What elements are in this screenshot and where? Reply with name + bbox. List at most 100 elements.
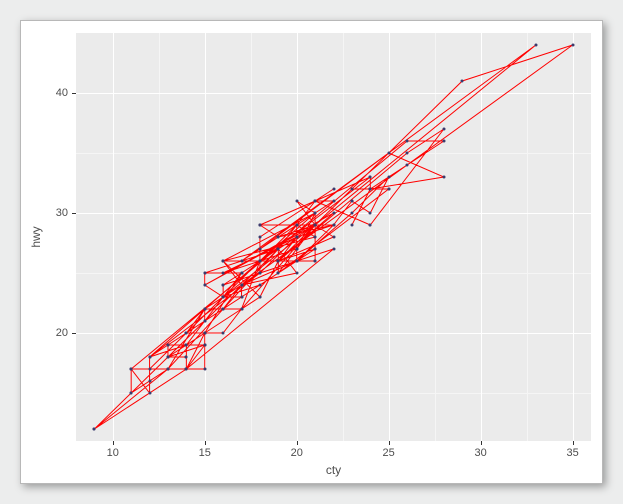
scatter-point <box>387 152 390 155</box>
scatter-point <box>93 428 96 431</box>
scatter-point <box>387 188 390 191</box>
x-tick-mark <box>205 441 206 445</box>
scatter-point <box>350 188 353 191</box>
scatter-point <box>442 128 445 131</box>
scatter-point <box>258 284 261 287</box>
scatter-point <box>185 332 188 335</box>
scatter-point <box>332 248 335 251</box>
scatter-point <box>258 296 261 299</box>
scatter-point <box>222 308 225 311</box>
scatter-point <box>406 140 409 143</box>
x-tick-label: 20 <box>291 447 303 459</box>
scatter-point <box>332 200 335 203</box>
scatter-point <box>185 368 188 371</box>
x-tick-mark <box>389 441 390 445</box>
y-tick-label: 30 <box>56 207 68 219</box>
scatter-point <box>222 284 225 287</box>
scatter-point <box>203 368 206 371</box>
x-tick-mark <box>113 441 114 445</box>
scatter-point <box>166 368 169 371</box>
scatter-point <box>148 368 151 371</box>
scatter-point <box>148 392 151 395</box>
scatter-point <box>203 344 206 347</box>
scatter-point <box>295 236 298 239</box>
scatter-point <box>314 236 317 239</box>
scatter-point <box>350 224 353 227</box>
scatter-point <box>240 260 243 263</box>
y-tick-label: 40 <box>56 87 68 99</box>
scatter-point <box>295 248 298 251</box>
x-tick-label: 25 <box>383 447 395 459</box>
scatter-point <box>314 200 317 203</box>
scatter-point <box>166 356 169 359</box>
plot-panel <box>76 33 591 441</box>
chart-frame: cty hwy 101520253035203040 <box>20 20 603 484</box>
scatter-point <box>314 212 317 215</box>
scatter-point <box>258 260 261 263</box>
y-tick-label: 20 <box>56 327 68 339</box>
x-tick-label: 10 <box>107 447 119 459</box>
scatter-point <box>258 224 261 227</box>
scatter-point <box>534 44 537 47</box>
scatter-point <box>314 224 317 227</box>
scatter-point <box>277 248 280 251</box>
scatter-point <box>350 212 353 215</box>
scatter-point <box>240 308 243 311</box>
scatter-point <box>166 344 169 347</box>
y-tick-mark <box>72 213 76 214</box>
scatter-point <box>369 212 372 215</box>
scatter-point <box>369 176 372 179</box>
x-tick-label: 15 <box>199 447 211 459</box>
scatter-point <box>130 368 133 371</box>
scatter-point <box>258 236 261 239</box>
scatter-point <box>406 152 409 155</box>
scatter-point <box>406 164 409 167</box>
scatter-point <box>332 188 335 191</box>
scatter-point <box>130 392 133 395</box>
scatter-point <box>203 284 206 287</box>
scatter-point <box>314 260 317 263</box>
scatter-point <box>222 332 225 335</box>
scatter-point <box>258 272 261 275</box>
scatter-point <box>185 344 188 347</box>
scatter-point <box>185 356 188 359</box>
scatter-point <box>295 200 298 203</box>
scatter-point <box>203 308 206 311</box>
scatter-point <box>240 272 243 275</box>
scatter-point <box>442 140 445 143</box>
scatter-point <box>240 284 243 287</box>
scatter-point <box>203 272 206 275</box>
y-axis-label: hwy <box>29 226 43 247</box>
scatter-point <box>258 248 261 251</box>
scatter-point <box>350 200 353 203</box>
scatter-point <box>461 80 464 83</box>
scatter-point <box>332 212 335 215</box>
scatter-point <box>442 176 445 179</box>
scatter-point <box>332 236 335 239</box>
x-tick-mark <box>573 441 574 445</box>
scatter-point <box>387 176 390 179</box>
scatter-point <box>222 296 225 299</box>
scatter-point <box>369 224 372 227</box>
scatter-point <box>277 236 280 239</box>
scatter-point <box>240 296 243 299</box>
scatter-point <box>295 260 298 263</box>
scatter-point <box>369 188 372 191</box>
scatter-point <box>314 248 317 251</box>
x-tick-mark <box>297 441 298 445</box>
scatter-point <box>203 320 206 323</box>
scatter-point <box>277 272 280 275</box>
scatter-point <box>295 272 298 275</box>
x-tick-mark <box>481 441 482 445</box>
y-tick-mark <box>72 333 76 334</box>
scatter-point <box>222 272 225 275</box>
scatter-point <box>571 44 574 47</box>
y-tick-mark <box>72 93 76 94</box>
x-axis-label: cty <box>326 463 341 477</box>
scatter-point <box>222 260 225 263</box>
scatter-point <box>332 224 335 227</box>
scatter-point <box>277 260 280 263</box>
x-tick-label: 30 <box>475 447 487 459</box>
scatter-point <box>203 332 206 335</box>
scatter-point <box>148 356 151 359</box>
